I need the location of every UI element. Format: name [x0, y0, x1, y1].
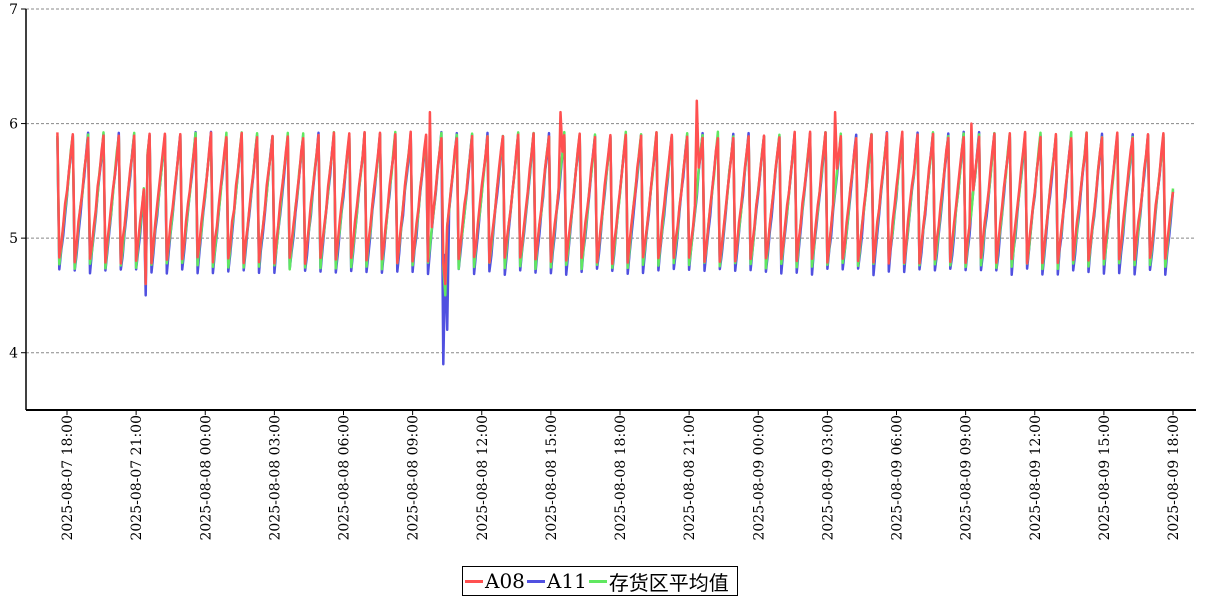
legend-label-average: 存货区平均值	[608, 570, 729, 595]
y-tick-label-6: 6	[9, 117, 18, 133]
x-tick-label-7: 2025-08-08 15:00	[544, 415, 560, 541]
legend-item-a11: A11	[526, 569, 587, 593]
legend-item-average: 存货区平均值	[588, 567, 729, 596]
y-tick-label-5: 5	[9, 231, 18, 247]
y-tick-label-7: 7	[9, 2, 18, 18]
legend-label-a11: A11	[546, 569, 587, 593]
series-layer	[56, 99, 1175, 366]
x-tick-label-10: 2025-08-09 00:00	[751, 415, 767, 541]
x-tick-label-3: 2025-08-08 03:00	[267, 415, 283, 541]
legend: A08 A11 存货区平均值	[462, 566, 738, 596]
x-tick-label-2: 2025-08-08 00:00	[198, 415, 214, 541]
x-tick-label-4: 2025-08-08 06:00	[337, 415, 353, 541]
x-tick-label-5: 2025-08-08 09:00	[406, 415, 422, 541]
legend-swatch-average	[588, 579, 607, 583]
series-line-a08	[56, 99, 1175, 286]
x-tick-label-1: 2025-08-07 21:00	[129, 415, 145, 541]
legend-label-a08: A08	[485, 569, 525, 593]
x-tick-labels: 2025-08-07 18:00 2025-08-07 21:00 2025-08-…	[60, 410, 1182, 541]
x-tick-label-0: 2025-08-07 18:00	[60, 415, 76, 541]
y-tick-label-4: 4	[9, 346, 18, 362]
x-tick-label-12: 2025-08-09 06:00	[890, 415, 906, 541]
x-tick-label-15: 2025-08-09 15:00	[1097, 415, 1113, 541]
x-tick-label-11: 2025-08-09 03:00	[820, 415, 836, 541]
axes	[25, 9, 1196, 411]
x-tick-label-8: 2025-08-08 18:00	[613, 415, 629, 541]
x-tick-label-16: 2025-08-09 18:00	[1166, 415, 1182, 541]
x-tick-label-9: 2025-08-08 21:00	[682, 415, 698, 541]
legend-item-a08: A08	[465, 569, 525, 593]
legend-swatch-a08	[465, 579, 483, 583]
x-tick-label-6: 2025-08-08 12:00	[475, 415, 491, 541]
y-tick-labels: 4 5 6 7	[9, 2, 26, 362]
x-tick-label-13: 2025-08-09 09:00	[959, 415, 975, 541]
legend-swatch-a11	[526, 579, 545, 583]
x-tick-label-14: 2025-08-09 12:00	[1028, 415, 1044, 541]
